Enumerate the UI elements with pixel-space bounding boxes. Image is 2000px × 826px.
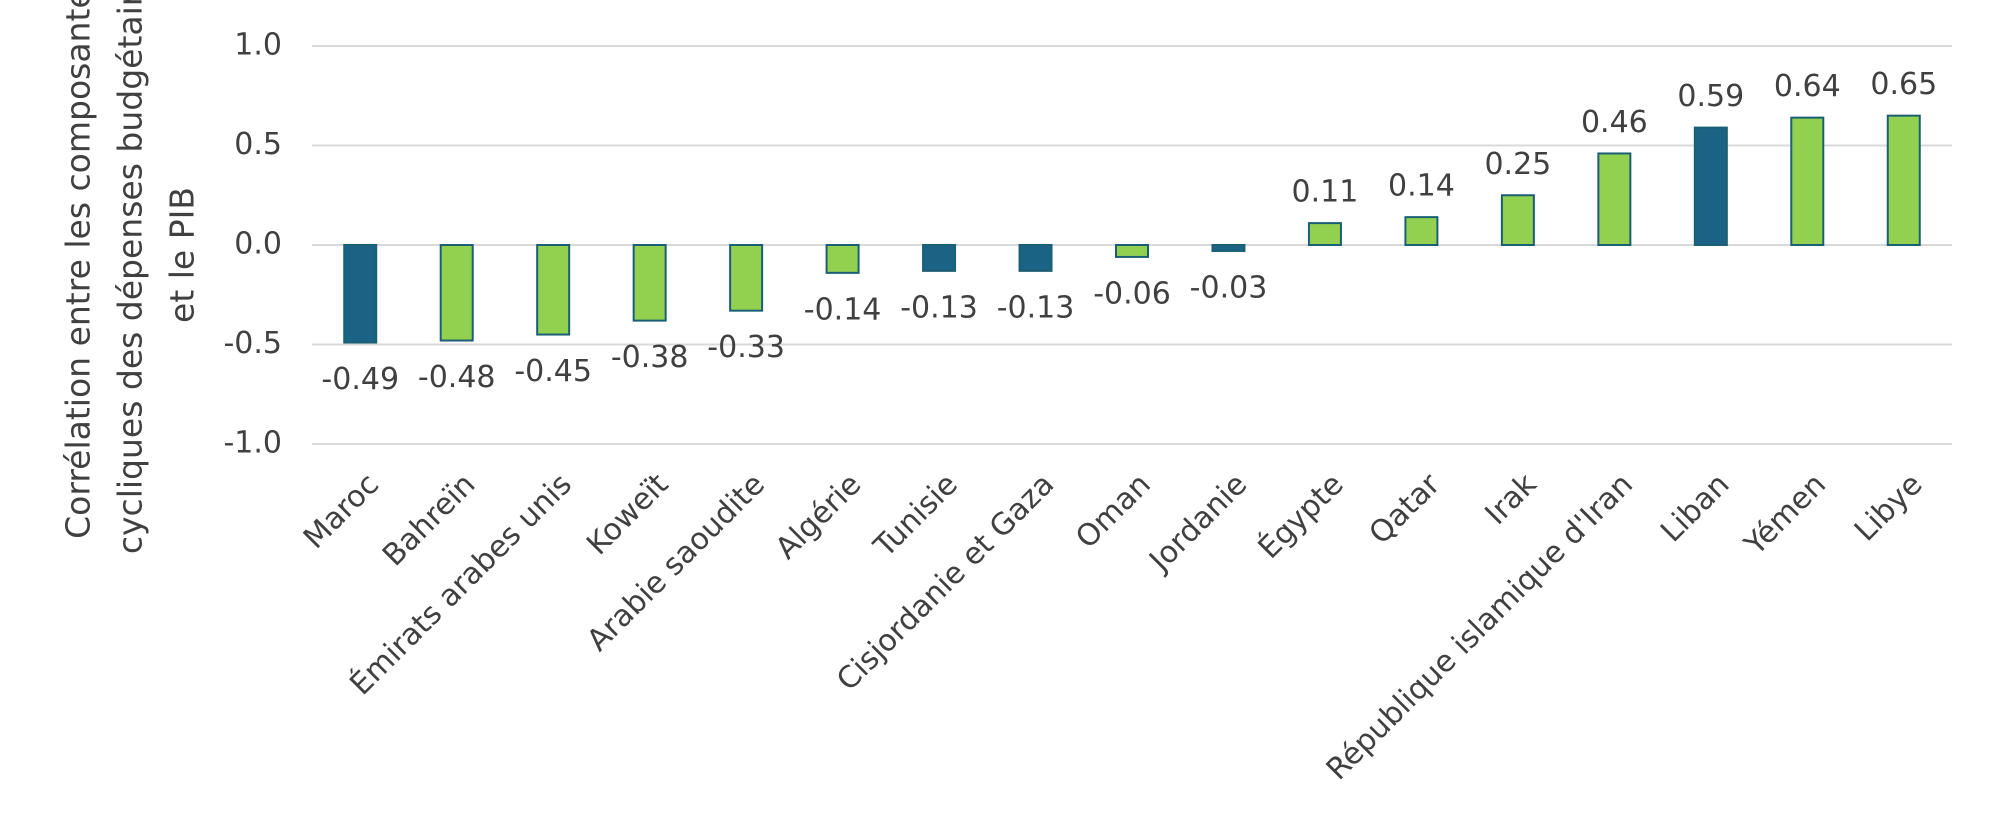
bar (1886, 114, 1921, 247)
value-label: -0.49 (321, 362, 399, 397)
y-axis-label: et le PIB (163, 187, 202, 323)
x-tick-label: Tunisie (867, 467, 965, 565)
bar (439, 244, 474, 342)
value-label: 0.11 (1292, 175, 1359, 210)
x-tick-label: Arabie saoudite (580, 467, 771, 658)
y-tick-label: -1.0 (223, 426, 282, 461)
bar (1404, 216, 1439, 246)
bar (729, 244, 764, 312)
x-tick-label: Algérie (769, 467, 868, 566)
x-tick-label: Jordanie (1142, 467, 1255, 580)
value-label: -0.48 (418, 360, 496, 395)
bar (825, 244, 860, 274)
value-label: 0.65 (1870, 67, 1937, 102)
value-label: 0.64 (1774, 69, 1841, 104)
value-label: -0.33 (707, 330, 785, 365)
x-tick-label: Koweït (580, 467, 675, 562)
x-tick-label: Égypte (1251, 466, 1351, 566)
bar (1500, 194, 1535, 246)
bar (1018, 244, 1053, 272)
bar (536, 244, 571, 336)
bar (1115, 244, 1149, 258)
value-label: -0.38 (611, 340, 689, 375)
value-label: -0.03 (1190, 270, 1268, 305)
bar (1307, 222, 1342, 246)
value-label: 0.59 (1677, 79, 1744, 114)
y-tick-label: 1.0 (234, 28, 282, 63)
x-tick-label: Irak (1479, 466, 1544, 531)
bar (922, 244, 957, 272)
bar (1790, 116, 1825, 246)
bar (632, 244, 667, 322)
y-axis-label: cycliques des dépenses budgétaires (111, 0, 150, 554)
y-axis-label: Corrélation entre les composantes (59, 0, 98, 539)
y-tick-label: -0.5 (223, 326, 282, 361)
value-label: 0.46 (1581, 105, 1648, 140)
y-tick-label: 0.0 (234, 227, 282, 262)
value-label: -0.14 (804, 292, 882, 327)
x-tick-label: Maroc (297, 467, 386, 556)
value-label: -0.13 (997, 290, 1075, 325)
value-label: -0.13 (900, 290, 978, 325)
value-label: 0.14 (1388, 169, 1455, 204)
x-tick-label: Oman (1069, 467, 1158, 556)
bar (1693, 126, 1728, 246)
value-label: 0.25 (1484, 147, 1551, 182)
x-tick-label: Qatar (1363, 466, 1448, 551)
x-tick-label: République islamique d'Iran (1320, 467, 1640, 787)
bar (1597, 152, 1632, 247)
y-tick-label: 0.5 (234, 127, 282, 162)
x-tick-label: Libye (1848, 467, 1930, 549)
value-label: -0.45 (514, 354, 592, 389)
value-label: -0.06 (1093, 276, 1171, 311)
x-tick-label: Liban (1654, 467, 1736, 549)
bar (343, 244, 378, 344)
bar (1211, 244, 1246, 252)
x-tick-label: Yémen (1737, 467, 1833, 563)
